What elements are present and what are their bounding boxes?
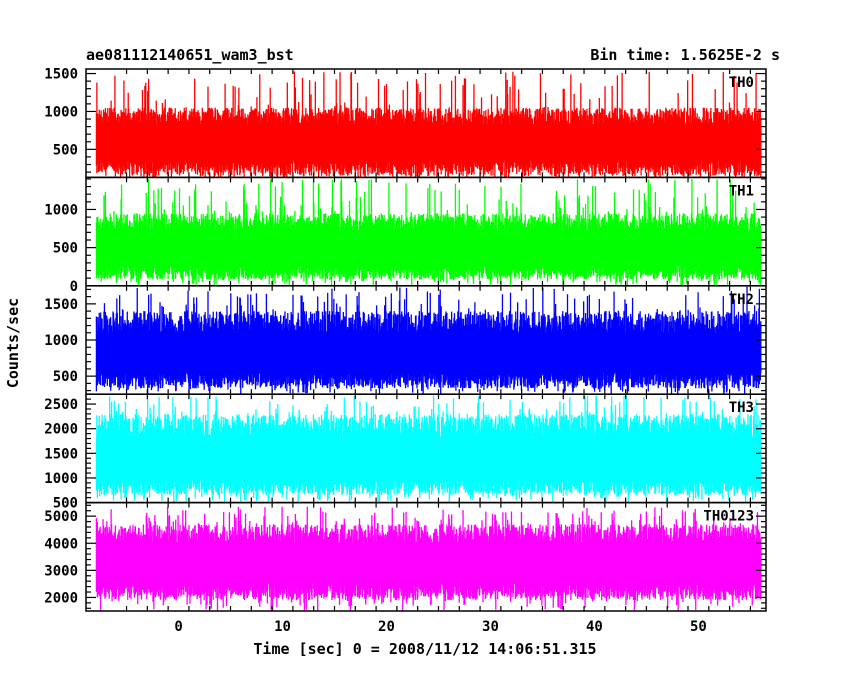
y-tick-label: 0: [70, 279, 78, 295]
x-axis-title: Time [sec] 0 = 2008/11/12 14:06:51.315: [253, 640, 596, 658]
x-tick-label: 0: [174, 619, 182, 635]
series-trace-th3: [95, 395, 762, 503]
y-tick-label: 500: [53, 496, 78, 512]
chart-subtitle: Bin time: 1.5625E-2 s: [590, 46, 780, 64]
y-tick-label: 500: [53, 241, 78, 257]
panel-th0123: 2000 3000 4000 5000 TH0123: [44, 501, 767, 612]
chart-title: ae081112140651_wam3_bst: [86, 46, 294, 64]
series-label-th3: TH3: [729, 400, 754, 416]
y-tick-label: 500: [53, 369, 78, 385]
y-tick-label: 3000: [44, 563, 78, 579]
series-trace-th0123: [95, 506, 762, 611]
y-tick-label: 2000: [44, 422, 78, 438]
y-tick-label: 2000: [44, 590, 78, 606]
series-trace-th1: [95, 179, 762, 286]
y-tick-label: 1500: [44, 67, 78, 83]
panel-th3: 500 1000 1500 2000 2500 TH3: [44, 393, 767, 512]
y-axis-title: Counts/sec: [4, 298, 22, 388]
series-label-th0: TH0: [729, 75, 754, 91]
series-label-th0123: TH0123: [703, 509, 754, 525]
series-trace-th2: [95, 286, 762, 395]
series-label-th2: TH2: [729, 292, 754, 308]
series-trace-th0: [95, 71, 762, 178]
y-tick-label: 4000: [44, 536, 78, 552]
panel-th1: 0 500 1000 TH1: [44, 176, 767, 295]
series-label-th1: TH1: [729, 183, 754, 199]
x-tick-label: 50: [690, 619, 707, 635]
y-tick-label: 1000: [44, 104, 78, 120]
y-tick-label: 5000: [44, 509, 78, 525]
y-tick-label: 500: [53, 142, 78, 158]
panel-th0: 500 1000 1500 TH0: [44, 67, 767, 179]
x-tick-label: 20: [378, 619, 395, 635]
y-tick-label: 1500: [44, 297, 78, 313]
panel-frame: [85, 501, 767, 612]
y-tick-label: 1500: [44, 446, 78, 462]
panel-th2: 500 1000 1500 TH2: [44, 285, 767, 395]
y-tick-label: 1000: [44, 333, 78, 349]
y-tick-label: 2500: [44, 397, 78, 413]
y-tick-label: 1000: [44, 471, 78, 487]
x-tick-label: 30: [482, 619, 499, 635]
x-tick-label: 10: [274, 619, 291, 635]
x-tick-label: 40: [586, 619, 603, 635]
y-tick-label: 1000: [44, 202, 78, 218]
